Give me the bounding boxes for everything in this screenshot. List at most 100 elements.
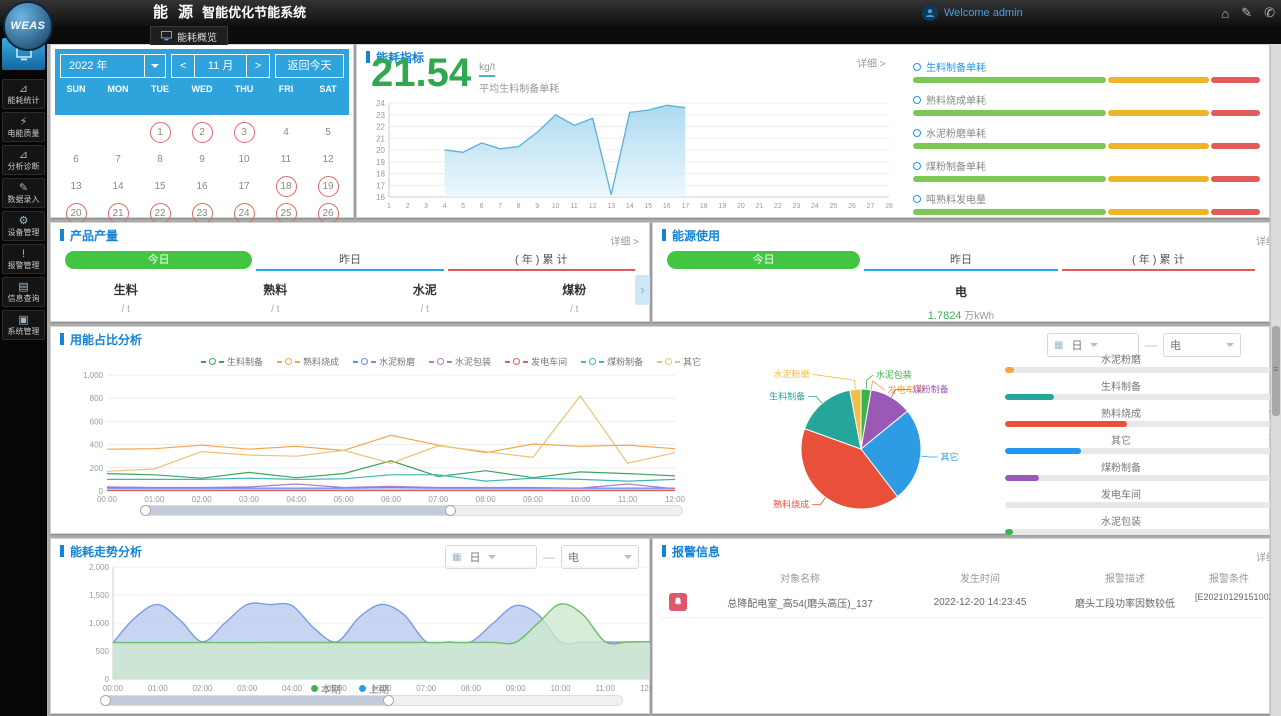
usage-bar-row[interactable]: 其它25.48% [1001,432,1281,454]
phone-icon[interactable]: ✆ [1264,5,1275,20]
scrollbar-thumb[interactable] [1272,326,1280,416]
calendar-day[interactable]: 2 [191,122,213,143]
year-dropdown-button[interactable] [144,55,165,77]
calendar-day[interactable]: 14 [112,181,124,192]
tab-year-total[interactable]: ( 年 ) 累 计 [447,251,635,271]
calendar-day[interactable]: 8 [157,154,163,165]
energy-type-select[interactable]: 电 [1163,333,1241,357]
calendar-day[interactable]: 1 [149,122,171,143]
detail-link[interactable]: 详细 > [857,59,886,70]
usage-bar-row[interactable]: 熟料烧成40.93% [1001,405,1281,427]
usage-bar-row[interactable]: 发电车间0.00% [1001,486,1281,508]
legend-line [599,360,605,363]
page-scrollbar[interactable] [1270,26,1281,716]
calendar-day[interactable]: 22 [149,203,171,224]
calendar-day[interactable]: 19 [317,176,339,197]
back-to-today-button[interactable]: 返回今天 [275,54,344,78]
calendar-day[interactable]: 12 [322,154,334,165]
svg-text:02:00: 02:00 [192,684,213,693]
calendar-day[interactable]: 16 [196,181,208,192]
sidebar-item-system-mgmt[interactable]: ▣ 系统管理 [2,310,45,340]
calendar-day[interactable]: 7 [115,154,121,165]
calendar-day[interactable]: 5 [325,127,331,138]
detail-link[interactable]: 详细 [1256,237,1269,248]
calendar-day[interactable]: 23 [191,203,213,224]
sidebar-item-info-query[interactable]: ▤ 信息查询 [2,277,45,307]
calendar-day[interactable]: 24 [233,203,255,224]
calendar-day[interactable]: 17 [238,181,250,192]
calendar-day[interactable]: 18 [275,176,297,197]
gauge-name[interactable]: 煤粉制备单耗 [926,162,986,173]
panel-title: 报警信息 [672,544,721,559]
calendar-day[interactable]: 26 [317,203,339,224]
detail-link[interactable]: 详细 [1256,553,1269,564]
tab-yesterday[interactable]: 昨日 [256,251,444,271]
home-icon[interactable]: ⌂ [1221,5,1230,21]
analysis-diagnosis-icon: ⊿ [18,149,29,161]
svg-text:17: 17 [681,203,689,210]
calendar-day[interactable]: 6 [73,154,79,165]
calendar-day[interactable]: 25 [275,203,297,224]
legend-item[interactable]: 生料制备 [201,355,263,368]
product-value: / t [570,304,579,315]
calendar-day[interactable]: 10 [238,154,250,165]
slider-handle[interactable] [383,695,394,706]
legend-item[interactable]: 上期 [359,681,389,696]
weekday-label: FRI [278,84,294,94]
welcome-user[interactable]: Welcome admin [922,0,1023,26]
sidebar-item-analysis-diagnosis[interactable]: ⊿ 分析诊断 [2,145,45,175]
gauge-name[interactable]: 熟料烧成单耗 [926,96,986,107]
calendar-day[interactable]: 20 [65,203,87,224]
tab-today[interactable]: 今日 [667,251,861,269]
sidebar-item-energy-stats[interactable]: ⊿ 能耗统计 [2,79,45,109]
edit-icon[interactable]: ✎ [1241,5,1253,20]
calendar-day[interactable]: 21 [107,203,129,224]
legend-item[interactable]: 其它 [657,355,701,368]
gauge-name[interactable]: 水泥粉磨单耗 [926,129,986,140]
prev-month-button[interactable]: < [180,60,187,72]
calendar-day[interactable]: 15 [154,181,166,192]
sidebar-item-power-quality[interactable]: ⚡ 电能质量 [2,112,45,142]
usage-bar-row[interactable]: 生料制备16.47% [1001,378,1281,400]
tab-today[interactable]: 今日 [65,251,253,269]
year-select[interactable]: 2022 年 [60,54,167,78]
calendar-day[interactable]: 4 [283,127,289,138]
period-select[interactable]: ▦ 日 [445,545,537,569]
sidebar-item-data-entry[interactable]: ✎ 数据录入 [2,178,45,208]
tab-year-total[interactable]: ( 年 ) 累 计 [1061,251,1255,271]
circle-icon [913,62,921,71]
usage-chart-zoom-slider[interactable] [140,505,683,516]
sidebar-item-device-mgmt[interactable]: ⚙ 设备管理 [2,211,45,241]
calendar-day[interactable]: 9 [199,154,205,165]
energy-type-select[interactable]: 电 [561,545,639,569]
sidebar-item-alarm-mgmt[interactable]: ! 报警管理 [2,244,45,274]
usage-bar-row[interactable]: 水泥包装2.69% [1001,513,1281,535]
legend-item[interactable]: 水泥包装 [429,355,491,368]
legend-item[interactable]: 煤粉制备 [581,355,643,368]
tab-energy-overview[interactable]: 能耗概览 [150,26,228,45]
alarm-row[interactable]: 总降配电室_高54(磨头高压)_137 2022-12-20 14:23:45 磨头… [661,587,1281,618]
tab-yesterday[interactable]: 昨日 [864,251,1058,271]
legend-label: 熟料烧成 [303,357,340,367]
trend-chart-zoom-slider[interactable] [100,695,623,706]
detail-link[interactable]: 详细 > [610,237,639,248]
legend-ring-icon [285,358,293,365]
usage-bar-row[interactable]: 煤粉制备11.43% [1001,459,1281,481]
gauge-name[interactable]: 吨熟料发电量 [926,195,986,206]
carousel-next-button[interactable]: › [635,275,650,305]
legend-item[interactable]: 发电车间 [505,355,567,368]
svg-text:15: 15 [644,203,652,210]
period-select[interactable]: ▦ 日 [1047,333,1139,357]
gauge-name[interactable]: 生料制备单耗 [926,63,986,74]
legend-item[interactable]: 熟料烧成 [277,355,339,368]
next-month-button[interactable]: > [254,60,262,72]
usage-bar-row[interactable]: 水泥粉磨3.00% [1001,351,1281,373]
calendar-day[interactable]: 11 [280,154,292,165]
legend-item[interactable]: 本期 [311,681,341,696]
legend-item[interactable]: 水泥粉磨 [353,355,415,368]
calendar-day[interactable]: 13 [70,181,82,192]
slider-handle[interactable] [100,695,111,706]
slider-handle[interactable] [140,505,151,516]
slider-handle[interactable] [444,505,456,516]
calendar-day[interactable]: 3 [233,122,255,143]
